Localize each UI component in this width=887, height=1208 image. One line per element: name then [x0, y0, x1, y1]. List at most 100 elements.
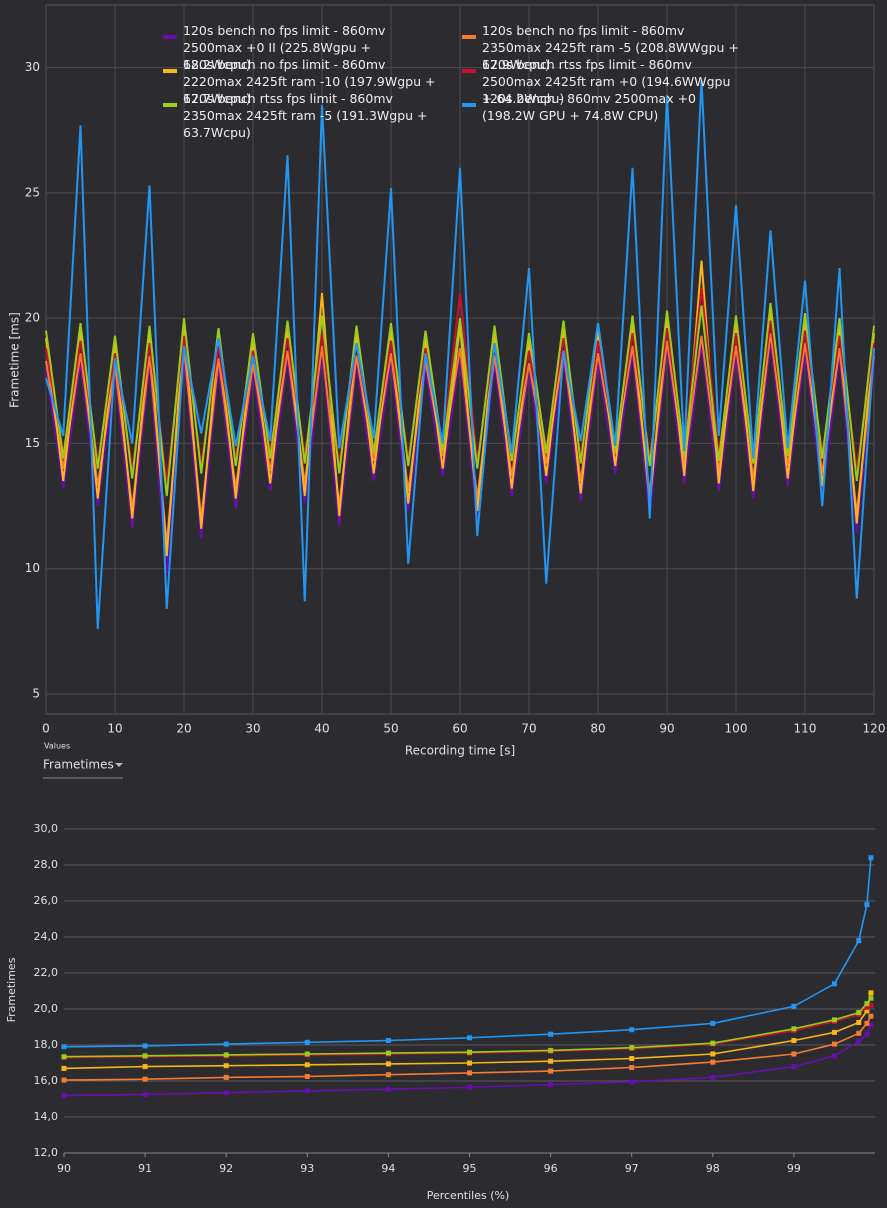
- x-axis-title: Percentiles (%): [427, 1189, 510, 1202]
- point-marker: [868, 855, 874, 861]
- point-marker: [61, 1065, 67, 1071]
- point-marker: [142, 1064, 148, 1070]
- point-marker: [142, 1053, 148, 1059]
- x-tick-label: 10: [107, 722, 122, 736]
- y-tick-label: 20,0: [34, 1002, 59, 1015]
- dropdown-arrow[interactable]: [115, 763, 123, 767]
- series-line: [63, 1024, 872, 1097]
- point-marker: [142, 1076, 148, 1082]
- point-marker: [710, 1020, 716, 1026]
- point-marker: [791, 1026, 797, 1032]
- point-marker: [385, 1061, 391, 1067]
- y-tick-label: 12,0: [34, 1146, 59, 1159]
- point-marker: [710, 1051, 716, 1057]
- point-marker: [223, 1041, 229, 1047]
- series-line: [45, 80, 875, 629]
- point-marker: [385, 1086, 391, 1092]
- point-marker: [548, 1058, 554, 1064]
- point-marker: [467, 1060, 472, 1066]
- point-marker: [629, 1079, 635, 1085]
- y-tick-label: 26,0: [34, 894, 59, 907]
- series-line: [63, 1004, 872, 1059]
- y-tick-label: 22,0: [34, 966, 59, 979]
- y-tick-label: 5: [32, 686, 40, 700]
- y-tick-label: 14,0: [34, 1110, 59, 1123]
- legend-swatch: [462, 69, 476, 73]
- y-tick-label: 18,0: [34, 1038, 59, 1051]
- x-tick-label: 98: [706, 1162, 720, 1175]
- point-marker: [868, 990, 874, 996]
- x-tick-label: 80: [590, 722, 605, 736]
- point-marker: [856, 1030, 862, 1036]
- point-marker: [142, 1092, 148, 1097]
- legend-entry[interactable]: 120s bench rtss fps limit - 860mv 2500ma…: [482, 57, 731, 106]
- point-marker: [791, 1064, 797, 1070]
- point-marker: [61, 1092, 67, 1098]
- point-marker: [791, 1051, 797, 1057]
- point-marker: [856, 1038, 862, 1044]
- legend-entry[interactable]: 120s bench rtss fps limit - 860mv 2350ma…: [183, 91, 428, 140]
- point-marker: [864, 1008, 870, 1014]
- x-tick-label: 100: [725, 722, 748, 736]
- point-marker: [304, 1051, 310, 1057]
- point-marker: [831, 981, 837, 987]
- series-line: [45, 287, 875, 482]
- point-marker: [864, 1031, 870, 1037]
- values-label: Values: [44, 742, 70, 751]
- point-marker: [223, 1090, 229, 1096]
- x-tick-label: 99: [787, 1162, 801, 1175]
- series-line: [63, 997, 872, 1058]
- y-tick-label: 15: [25, 436, 40, 450]
- point-marker: [304, 1074, 310, 1079]
- point-marker: [629, 1027, 635, 1033]
- legend-entry[interactable]: 120s bench no fps limit - 860mv 2500max …: [183, 23, 386, 72]
- point-marker: [831, 1053, 837, 1059]
- x-tick-label: 96: [544, 1162, 558, 1175]
- point-marker: [868, 995, 874, 1001]
- point-marker: [629, 1065, 635, 1070]
- point-marker: [864, 902, 870, 908]
- point-marker: [304, 1062, 310, 1068]
- legend-entry[interactable]: 120s bench no fps limit - 860mv 2220max …: [183, 57, 436, 106]
- series-line: [45, 303, 875, 497]
- point-marker: [710, 1059, 716, 1065]
- x-tick-label: 93: [300, 1162, 314, 1175]
- point-marker: [548, 1082, 554, 1088]
- y-axis-title: Frametimes: [5, 957, 18, 1022]
- point-marker: [142, 1043, 148, 1049]
- point-marker: [304, 1039, 310, 1045]
- point-marker: [223, 1052, 229, 1058]
- point-marker: [856, 938, 862, 944]
- legend-swatch: [462, 35, 476, 39]
- series-line: [63, 992, 872, 1070]
- y-tick-label: 25: [25, 185, 40, 199]
- series-line: [63, 1015, 872, 1081]
- legend-entry[interactable]: 120s bench no fps limit - 860mv 2350max …: [482, 23, 739, 72]
- point-marker: [831, 1041, 837, 1047]
- point-marker: [864, 1001, 870, 1007]
- legend-entry[interactable]: 120s bench - 860mv 2500max +0 (198.2W GP…: [482, 91, 696, 123]
- x-tick-label: 90: [57, 1162, 71, 1175]
- point-marker: [868, 1013, 874, 1019]
- point-marker: [868, 1022, 874, 1028]
- legend-swatch: [163, 103, 177, 107]
- x-tick-label: 120: [863, 722, 886, 736]
- y-tick-label: 24,0: [34, 930, 59, 943]
- point-marker: [791, 1003, 797, 1009]
- point-marker: [467, 1070, 472, 1076]
- point-marker: [710, 1074, 716, 1080]
- point-marker: [791, 1038, 797, 1043]
- x-tick-label: 60: [452, 722, 467, 736]
- selector[interactable]: Frametimes: [43, 758, 114, 772]
- point-marker: [629, 1045, 635, 1051]
- x-tick-label: 0: [42, 722, 50, 736]
- legend-swatch: [163, 35, 177, 39]
- point-marker: [629, 1056, 635, 1061]
- x-tick-label: 97: [625, 1162, 639, 1175]
- y-tick-label: 28,0: [34, 858, 59, 871]
- legend-swatch: [163, 69, 177, 73]
- point-marker: [223, 1074, 229, 1080]
- point-marker: [61, 1054, 67, 1060]
